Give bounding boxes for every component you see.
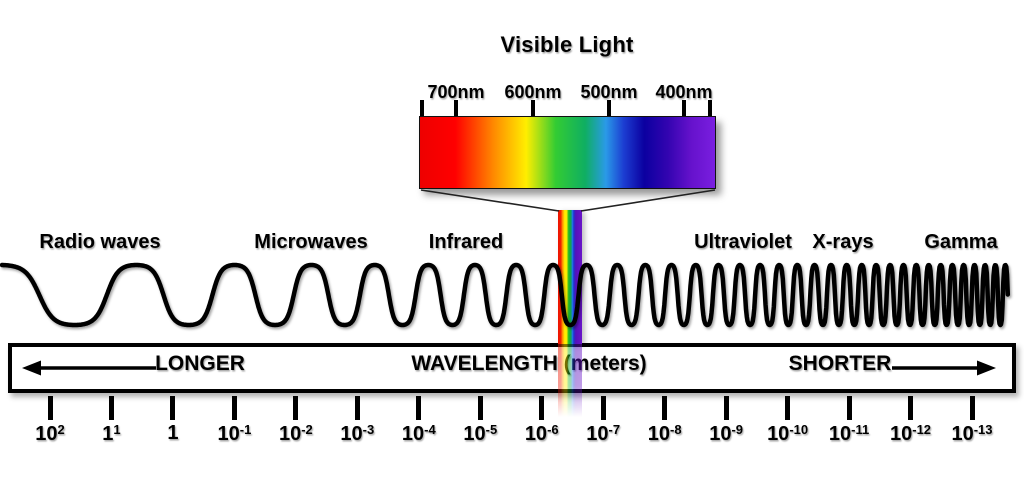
nm-tick bbox=[531, 100, 535, 117]
visible-light-title: Visible Light bbox=[500, 32, 634, 57]
scale-tick bbox=[723, 396, 729, 420]
band-label-gamma: Gamma bbox=[924, 231, 998, 253]
scale-value: 10-11 bbox=[828, 422, 870, 445]
scale-value: 10-9 bbox=[709, 422, 744, 445]
scale-tick bbox=[785, 396, 791, 420]
nm-tick bbox=[682, 100, 686, 117]
scale-value: 102 bbox=[35, 422, 65, 445]
band-label-x-rays: X-rays bbox=[812, 231, 874, 253]
band-label-ultraviolet: Ultraviolet bbox=[694, 231, 792, 253]
scale-value: 10-12 bbox=[890, 422, 932, 445]
shorter-label: SHORTER bbox=[788, 352, 892, 375]
scale-tick bbox=[477, 396, 483, 420]
scale-tick bbox=[47, 396, 53, 420]
scale-value: 10-10 bbox=[767, 422, 809, 445]
scale-value: 10-2 bbox=[278, 422, 313, 445]
scale-tick bbox=[662, 396, 668, 420]
nm-tick bbox=[607, 100, 611, 117]
scale-tick bbox=[908, 396, 914, 420]
scale-value: 10-4 bbox=[401, 422, 436, 445]
scale-tick bbox=[846, 396, 852, 420]
scale-value: 10-7 bbox=[586, 422, 621, 445]
visible-light-strip-faded bbox=[558, 343, 582, 421]
band-label-infrared: Infrared bbox=[428, 231, 504, 253]
scale-tick bbox=[231, 396, 237, 420]
scale-value: 10-6 bbox=[524, 422, 559, 445]
scale-tick bbox=[170, 396, 176, 420]
scale-value: 10-13 bbox=[951, 422, 993, 445]
nm-tick bbox=[454, 100, 458, 117]
scale-tick bbox=[416, 396, 422, 420]
scale-tick bbox=[293, 396, 299, 420]
longer-arrow-icon bbox=[22, 360, 156, 376]
nm-edge-tick bbox=[420, 100, 424, 117]
scale-tick bbox=[600, 396, 606, 420]
band-label-microwaves: Microwaves bbox=[254, 231, 368, 253]
nm-label: 400nm bbox=[655, 82, 713, 102]
visible-spectrum-bar bbox=[419, 116, 716, 189]
nm-label: 700nm bbox=[427, 82, 485, 102]
scale-tick bbox=[539, 396, 545, 420]
visible-light-strip bbox=[558, 210, 582, 344]
band-label-radio-waves: Radio waves bbox=[39, 231, 161, 253]
scale-value: 1 bbox=[167, 422, 179, 444]
scale-value: 10-5 bbox=[463, 422, 498, 445]
nm-label: 500nm bbox=[580, 82, 638, 102]
wavelength-label: WAVELENGTH (meters) bbox=[411, 352, 647, 375]
scale-value: 11 bbox=[102, 422, 121, 445]
scale-tick bbox=[969, 396, 975, 420]
wavelength-axis-box bbox=[8, 343, 1016, 393]
wave-path bbox=[0, 262, 1011, 328]
longer-label: LONGER bbox=[155, 352, 245, 375]
shorter-arrow-icon bbox=[892, 360, 996, 376]
funnel-lines bbox=[420, 189, 716, 212]
scale-value: 10-8 bbox=[647, 422, 682, 445]
scale-tick bbox=[108, 396, 114, 420]
scale-value: 10-3 bbox=[340, 422, 375, 445]
nm-edge-tick bbox=[708, 100, 712, 117]
scale-tick bbox=[354, 396, 360, 420]
scale-value: 10-1 bbox=[217, 422, 252, 445]
nm-label: 600nm bbox=[504, 82, 562, 102]
